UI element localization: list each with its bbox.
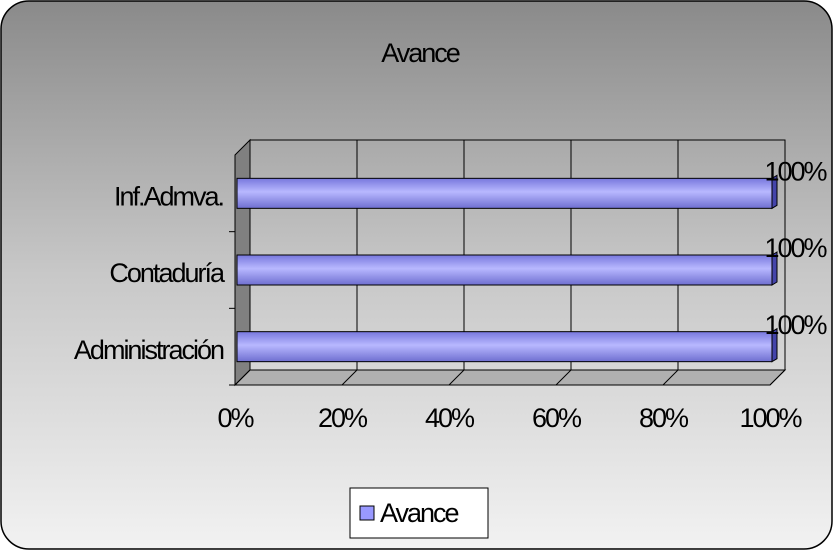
floor-line (234, 369, 251, 386)
floor-line (555, 369, 572, 386)
floor-line (341, 369, 358, 386)
bar (236, 177, 773, 209)
legend-marker (359, 505, 375, 521)
data-label: 100% (764, 156, 827, 186)
bar-end (771, 174, 778, 210)
chart-title: Avance (381, 38, 460, 68)
x-tick-label: 20% (318, 403, 368, 433)
data-label: 100% (764, 233, 827, 263)
x-tick-label: 80% (639, 403, 689, 433)
x-tick-label: 0% (217, 403, 254, 433)
floor-line (448, 369, 465, 386)
bar-end (771, 251, 778, 286)
y-tick-label: Inf.Admva. (114, 181, 224, 211)
data-label: 100% (764, 310, 827, 340)
floor (233, 369, 787, 386)
x-tick-label: 40% (425, 403, 475, 433)
bar (236, 331, 773, 363)
y-tick-label: Administración (74, 335, 224, 365)
floor-line (662, 369, 679, 386)
legend (349, 487, 489, 539)
bar-end (771, 327, 778, 363)
legend-label: Avance (380, 498, 459, 528)
x-tick-label: 100% (739, 403, 802, 433)
legend-box (349, 487, 489, 539)
bar (236, 254, 773, 286)
y-tick-label: Contaduría (109, 258, 226, 288)
x-tick-label: 60% (532, 403, 582, 433)
floor-line (769, 369, 786, 386)
